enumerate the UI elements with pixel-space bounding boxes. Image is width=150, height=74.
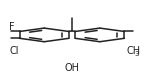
Text: CH: CH: [126, 46, 140, 56]
Text: Cl: Cl: [9, 46, 18, 56]
Text: 3: 3: [134, 51, 139, 57]
Text: OH: OH: [64, 63, 80, 73]
Text: F: F: [9, 22, 15, 32]
